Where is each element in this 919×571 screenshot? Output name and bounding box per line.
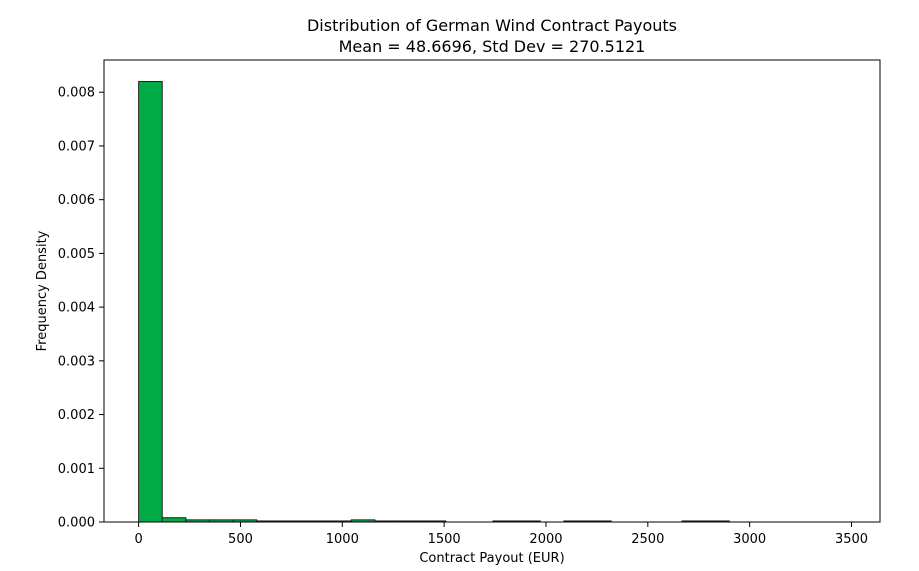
y-axis-ticks: 0.000 0.001 0.002 0.003 0.004 0.005 0.006 0.007… xyxy=(58,86,104,531)
histogram-bar-1 xyxy=(161,517,187,523)
y-tick-label: 0.006 xyxy=(58,193,95,208)
x-tick-label: 2500 xyxy=(631,532,664,547)
plot-frame xyxy=(103,59,881,523)
x-tick-label: 2000 xyxy=(529,532,562,547)
x-tick-label: 0 xyxy=(134,532,142,547)
chart-subtitle: Mean = 48.6696, Std Dev = 270.5121 xyxy=(339,37,646,56)
y-tick-label: 0.005 xyxy=(58,247,95,262)
y-tick-label: 0.002 xyxy=(58,408,95,423)
x-tick-label: 1000 xyxy=(326,532,359,547)
chart-title: Distribution of German Wind Contract Pay… xyxy=(307,16,677,35)
bars-layer xyxy=(138,80,730,523)
x-tick-label: 3000 xyxy=(733,532,766,547)
x-axis-ticks: 0 500 1000 1500 2000 2500 3000 3500 xyxy=(134,522,868,547)
y-tick-label: 0.004 xyxy=(58,301,95,316)
x-axis-label: Contract Payout (EUR) xyxy=(419,551,564,566)
x-tick-label: 3500 xyxy=(835,532,868,547)
y-tick-label: 0.003 xyxy=(58,354,95,369)
y-tick-label: 0.008 xyxy=(58,86,95,101)
x-tick-label: 500 xyxy=(228,532,253,547)
y-axis-label: Frequency Density xyxy=(35,230,50,351)
y-tick-label: 0.001 xyxy=(58,462,95,477)
x-tick-label: 1500 xyxy=(428,532,461,547)
histogram-bar-0 xyxy=(138,80,163,523)
y-tick-label: 0.007 xyxy=(58,139,95,154)
y-tick-label: 0.000 xyxy=(58,516,95,531)
